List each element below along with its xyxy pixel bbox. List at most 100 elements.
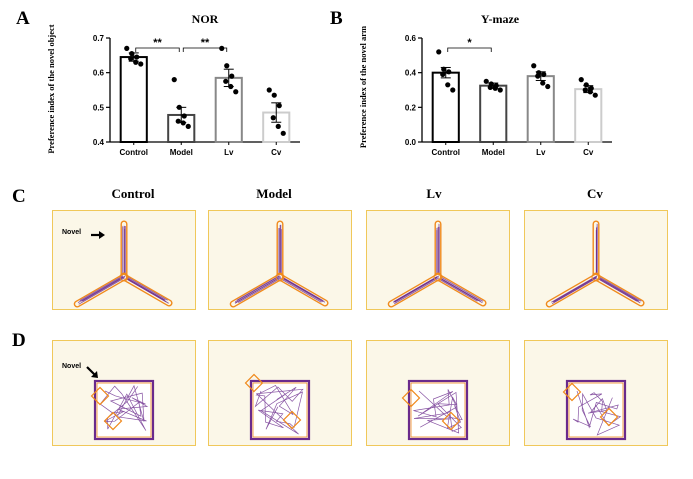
maze-center xyxy=(433,272,443,282)
nor-box-inner xyxy=(252,382,308,438)
data-point xyxy=(228,83,234,90)
ymaze-track xyxy=(229,220,329,308)
data-point xyxy=(483,78,489,84)
data-point xyxy=(445,82,451,88)
nor-arena-control xyxy=(52,340,196,446)
chart-a-ylabel: Preference index of the novel object xyxy=(46,24,56,154)
data-point xyxy=(540,80,546,86)
ymaze-arena-cv xyxy=(524,210,668,310)
data-point xyxy=(441,66,447,72)
maze-track-line xyxy=(78,277,125,305)
bar-cv xyxy=(574,88,603,143)
ymaze-arena-lv xyxy=(366,210,510,310)
x-tick-label: Control xyxy=(120,148,148,157)
y-tick-label: 0.5 xyxy=(93,103,105,112)
data-point xyxy=(180,120,186,126)
data-point xyxy=(276,103,282,109)
bar-control xyxy=(119,56,148,143)
maze-track-line xyxy=(235,275,281,303)
data-point xyxy=(133,59,139,65)
data-point xyxy=(487,84,493,90)
nor-box-wall xyxy=(249,379,311,441)
data-point xyxy=(545,83,551,90)
maze-track-line xyxy=(77,276,124,304)
significance-label: ** xyxy=(153,37,162,49)
data-point xyxy=(124,45,130,51)
significance-label: ** xyxy=(201,37,210,49)
data-point xyxy=(229,73,235,79)
nor-box-inner xyxy=(96,382,152,438)
maze-track-line xyxy=(392,275,440,303)
maze-track-line xyxy=(236,275,280,301)
nor-box xyxy=(90,379,155,441)
significance-bracket xyxy=(182,47,228,52)
col-head-model: Model xyxy=(256,186,292,201)
maze-track-line xyxy=(278,277,322,303)
maze-track-line xyxy=(281,277,323,303)
x-tick-label: Cv xyxy=(271,148,282,157)
col-head-lv: Lv xyxy=(426,186,442,201)
data-point xyxy=(128,56,134,62)
y-tick-label: 0.6 xyxy=(93,69,105,78)
y-tick-label: 0.6 xyxy=(405,34,417,43)
data-point xyxy=(138,61,144,67)
data-point xyxy=(271,92,277,98)
maze-track-line xyxy=(596,276,640,302)
nor-box-wall xyxy=(93,379,155,441)
nor-box xyxy=(244,373,311,441)
significance-label: * xyxy=(467,37,472,49)
y-tick-label: 0.7 xyxy=(93,34,105,43)
col-head-control: Control xyxy=(111,186,155,201)
data-point xyxy=(171,77,177,83)
x-tick-label: Cv xyxy=(583,148,594,157)
maze-track-line xyxy=(438,277,483,304)
data-point xyxy=(450,87,456,93)
maze-track-line xyxy=(124,277,169,304)
nor-object xyxy=(441,411,461,431)
maze-track-line xyxy=(596,277,641,304)
data-point xyxy=(134,54,140,60)
nor-track xyxy=(572,390,622,436)
maze-track-line xyxy=(279,275,324,302)
nor-box-wall xyxy=(565,379,627,441)
maze-center xyxy=(275,272,285,282)
data-point xyxy=(224,63,230,69)
significance-bracket xyxy=(135,47,180,52)
ymaze-track xyxy=(387,220,487,308)
nor-object xyxy=(90,386,110,406)
data-point xyxy=(280,130,286,136)
chart-a-title: NOR xyxy=(191,12,219,26)
maze-track-line xyxy=(596,275,642,302)
y-tick-label: 0.4 xyxy=(405,69,417,78)
nor-object xyxy=(282,410,302,430)
nor-box-inner xyxy=(410,382,466,438)
nor-box xyxy=(401,379,469,441)
chart-a: 0.4 0.5 0.6 0.7 Control Model Lv Cv ** ** xyxy=(93,34,300,157)
data-point xyxy=(129,51,135,57)
x-tick-label: Control xyxy=(432,148,460,157)
x-tick-label: Model xyxy=(482,148,505,157)
data-point xyxy=(266,87,272,93)
nor-arena-lv xyxy=(366,340,510,446)
data-point xyxy=(176,104,182,110)
maze-center xyxy=(591,272,601,282)
maze-track-line xyxy=(238,277,282,304)
maze-track-line xyxy=(122,275,165,301)
data-point xyxy=(181,113,187,119)
nor-track xyxy=(99,384,149,431)
significance-bracket xyxy=(447,47,492,52)
maze-center xyxy=(119,272,129,282)
data-point xyxy=(440,71,446,77)
data-point xyxy=(223,78,229,84)
panel-letter-d: D xyxy=(12,330,26,351)
data-point xyxy=(185,123,191,129)
maze-track-line xyxy=(551,275,598,303)
maze-track-line xyxy=(551,277,598,305)
maze-track-line xyxy=(436,277,478,302)
arrow-right-icon xyxy=(91,231,105,239)
data-point xyxy=(270,115,276,121)
data-point xyxy=(497,87,503,93)
maze-track-line xyxy=(552,276,598,303)
chart-b-ylabel: Preference index of the novel arm xyxy=(358,25,368,149)
data-point xyxy=(583,82,589,88)
